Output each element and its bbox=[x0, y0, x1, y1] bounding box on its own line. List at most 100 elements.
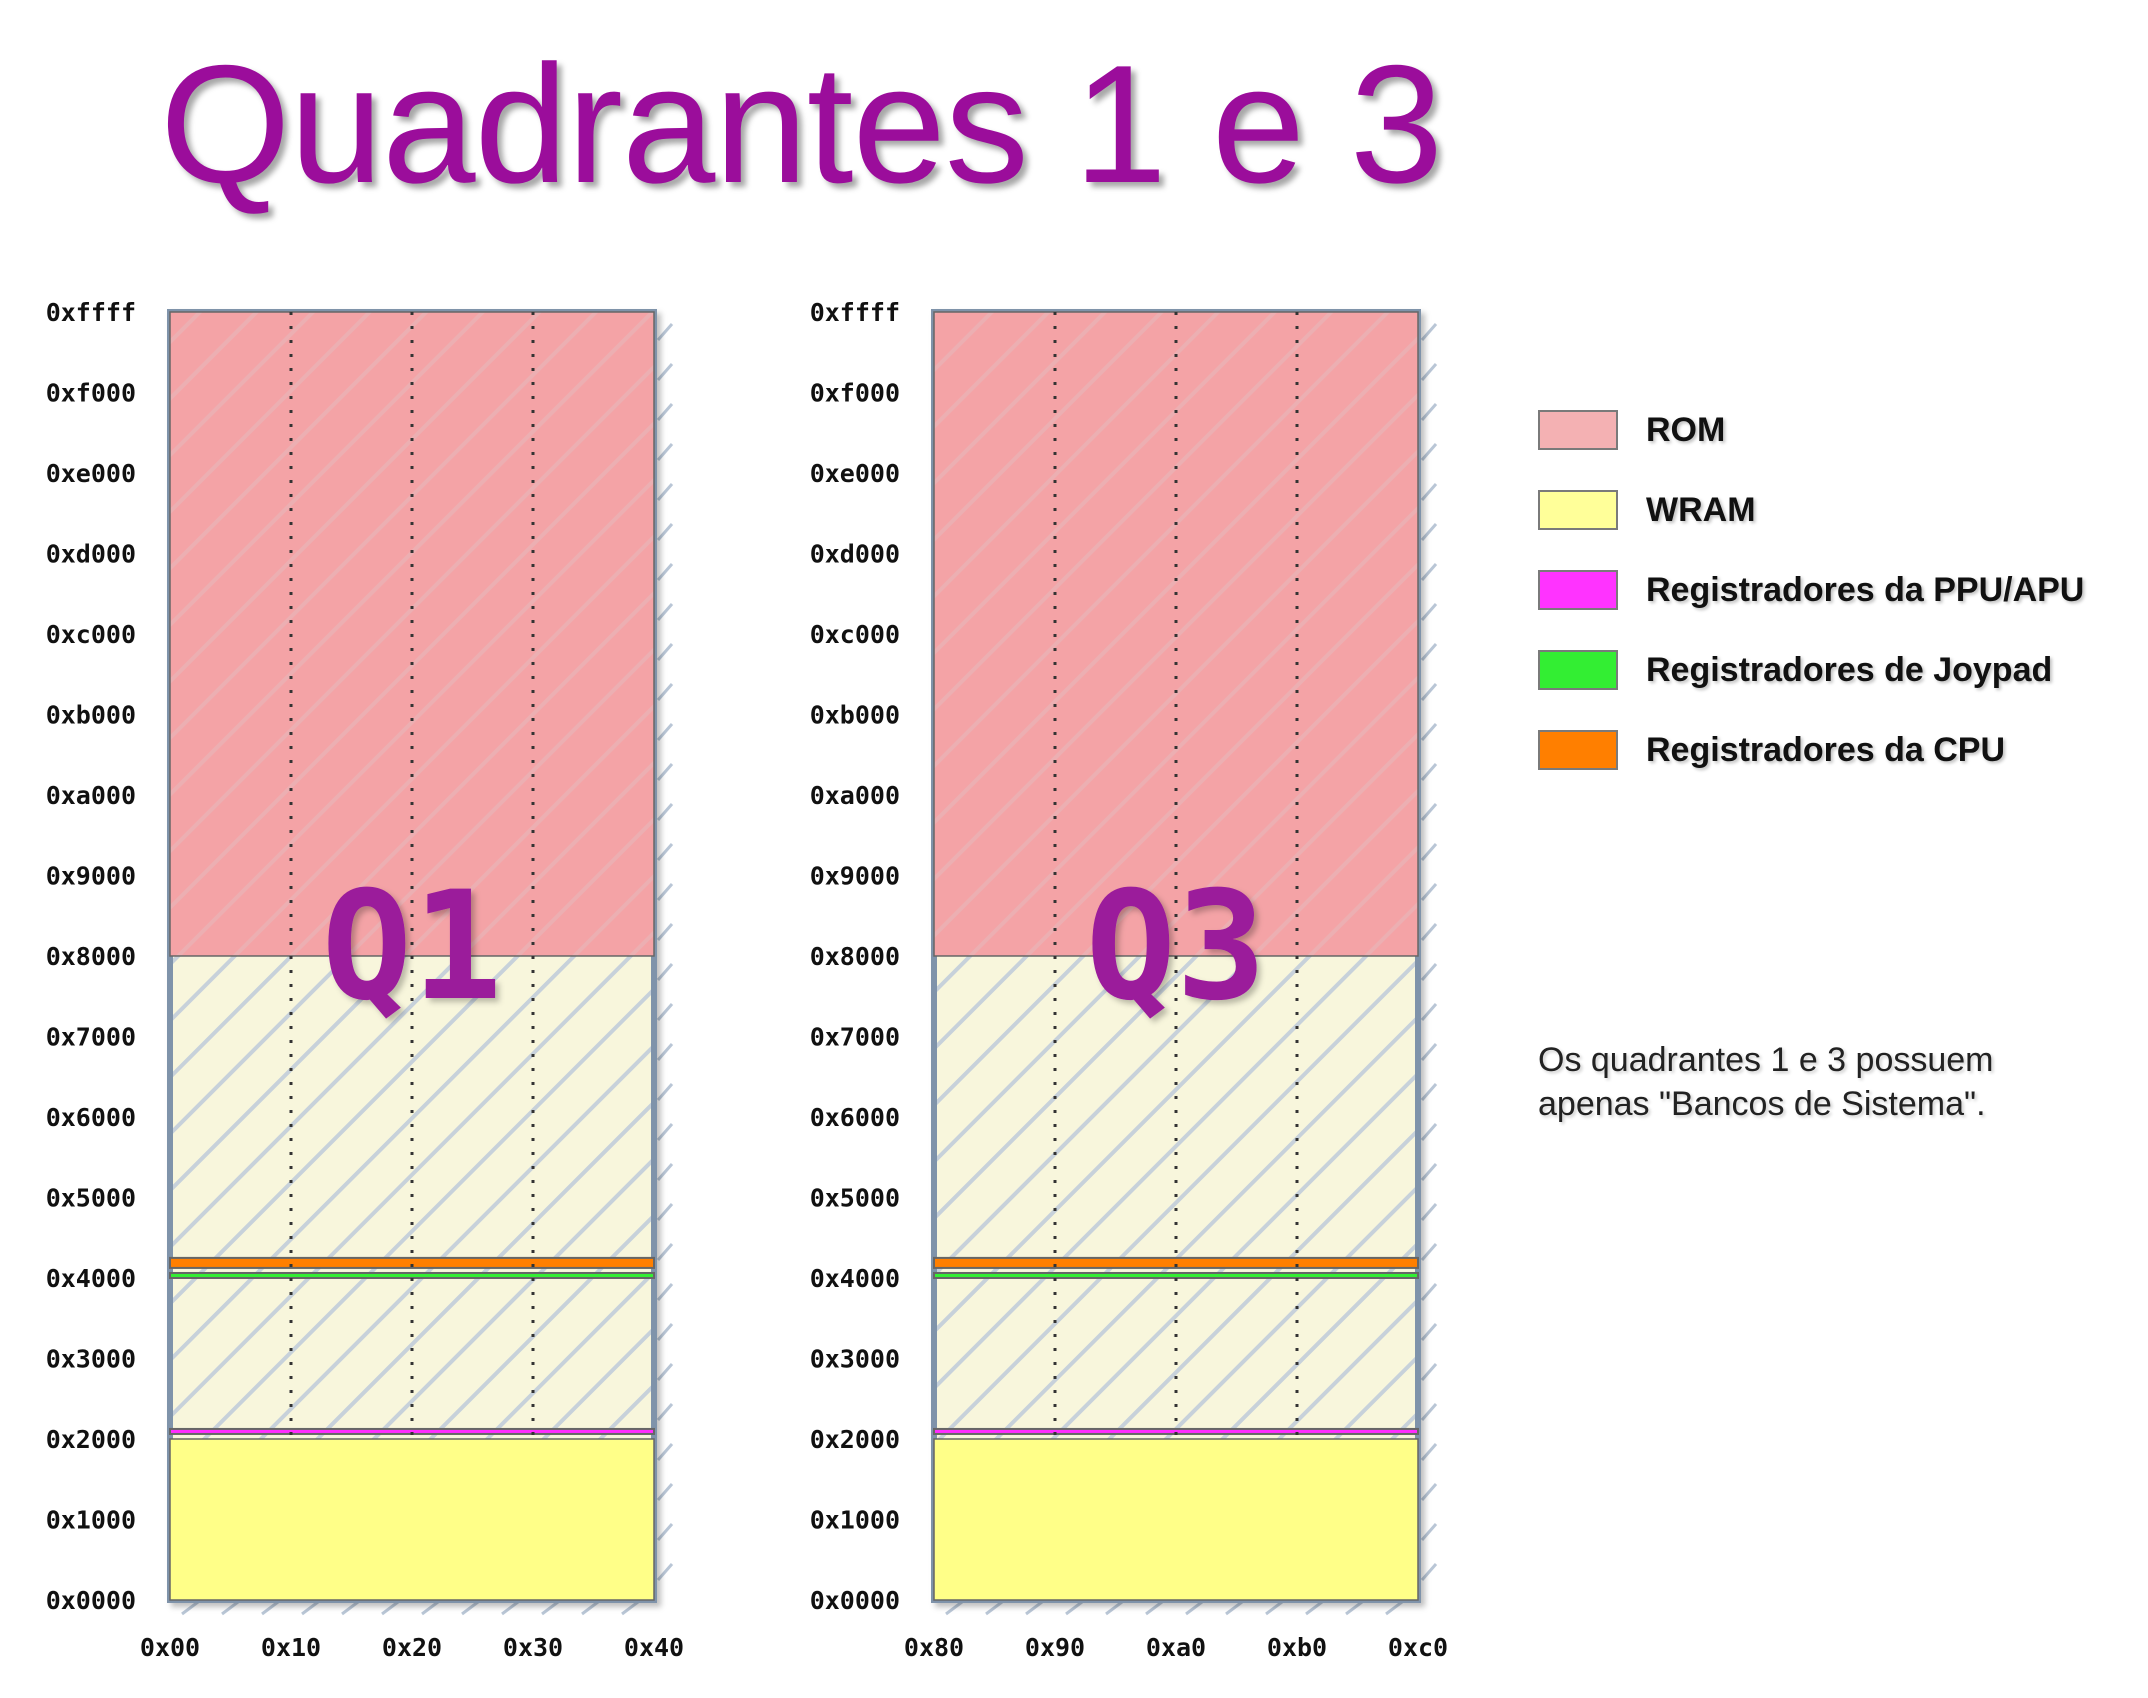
edge-tick bbox=[1420, 963, 1438, 981]
legend-swatch-rom bbox=[1538, 410, 1618, 450]
edge-tick bbox=[656, 1243, 674, 1261]
bank-label: 0x80 bbox=[904, 1633, 964, 1662]
address-label: 0xf000 bbox=[810, 378, 900, 407]
bank-label: 0xb0 bbox=[1267, 1633, 1327, 1662]
legend-label: Registradores de Joypad bbox=[1646, 650, 2053, 689]
edge-tick bbox=[656, 643, 674, 661]
edge-tick bbox=[261, 1600, 279, 1616]
address-label: 0xf000 bbox=[46, 378, 136, 407]
address-label: 0x2000 bbox=[46, 1425, 136, 1454]
edge-tick bbox=[1420, 1003, 1438, 1021]
edge-tick bbox=[1420, 883, 1438, 901]
edge-tick bbox=[656, 1483, 674, 1501]
edge-tick bbox=[1420, 643, 1438, 661]
address-label: 0xc000 bbox=[810, 620, 900, 649]
address-label: 0x7000 bbox=[810, 1022, 900, 1051]
edge-tick bbox=[656, 1203, 674, 1221]
edge-tick bbox=[656, 763, 674, 781]
bank-label: 0x90 bbox=[1025, 1633, 1085, 1662]
edge-tick bbox=[1105, 1600, 1123, 1616]
legend-item-wram: WRAM bbox=[1538, 470, 2084, 550]
address-label: 0xb000 bbox=[810, 700, 900, 729]
edge-tick bbox=[656, 1563, 674, 1581]
address-label: 0xffff bbox=[810, 298, 900, 327]
edge-tick bbox=[1025, 1600, 1043, 1616]
edge-tick bbox=[656, 563, 674, 581]
edge-tick bbox=[1420, 1483, 1438, 1501]
edge-tick bbox=[1420, 1163, 1438, 1181]
edge-tick bbox=[1420, 563, 1438, 581]
edge-tick bbox=[1420, 523, 1438, 541]
edge-tick bbox=[1420, 1043, 1438, 1061]
edge-tick bbox=[656, 883, 674, 901]
edge-tick bbox=[1420, 723, 1438, 741]
edge-tick bbox=[656, 1443, 674, 1461]
edge-tick bbox=[461, 1600, 479, 1616]
address-label: 0x1000 bbox=[46, 1505, 136, 1534]
bank-label: 0x20 bbox=[382, 1633, 442, 1662]
region-registradores-de-joypad bbox=[933, 1271, 1419, 1279]
edge-tick bbox=[656, 1403, 674, 1421]
edge-tick bbox=[581, 1600, 599, 1616]
edge-tick bbox=[945, 1600, 963, 1616]
edge-tick bbox=[656, 403, 674, 421]
address-label: 0xb000 bbox=[46, 700, 136, 729]
edge-tick bbox=[221, 1600, 239, 1616]
address-label: 0x9000 bbox=[810, 861, 900, 890]
edge-tick bbox=[1225, 1600, 1243, 1616]
edge-tick bbox=[1420, 843, 1438, 861]
bank-label: 0x00 bbox=[140, 1633, 200, 1662]
edge-tick bbox=[181, 1600, 199, 1616]
address-label: 0x5000 bbox=[46, 1183, 136, 1212]
address-label: 0x0000 bbox=[46, 1586, 136, 1615]
region-registradores-de-joypad bbox=[169, 1271, 655, 1279]
memory-map-q3: 0xffff 0xf000 0xe000 0xd000 0xc000 0xb000 0xa0… bbox=[810, 298, 1448, 1662]
address-label: 0x2000 bbox=[810, 1425, 900, 1454]
legend: ROM WRAM Registradores da PPU/APU Regist… bbox=[1538, 390, 2084, 790]
address-label: 0x8000 bbox=[810, 942, 900, 971]
address-label: 0xd000 bbox=[810, 539, 900, 568]
edge-tick bbox=[656, 1363, 674, 1381]
edge-tick bbox=[1420, 763, 1438, 781]
edge-tick bbox=[541, 1600, 559, 1616]
edge-tick bbox=[656, 443, 674, 461]
region-registradores-da-cpu bbox=[933, 1256, 1419, 1269]
edge-tick bbox=[621, 1600, 639, 1616]
address-label: 0x1000 bbox=[810, 1505, 900, 1534]
region-rom bbox=[933, 311, 1419, 957]
edge-tick bbox=[1420, 603, 1438, 621]
edge-tick bbox=[501, 1600, 519, 1616]
edge-tick bbox=[1385, 1600, 1403, 1616]
edge-tick bbox=[656, 683, 674, 701]
edge-tick bbox=[1420, 1203, 1438, 1221]
bank-label: 0x10 bbox=[261, 1633, 321, 1662]
region-wram-low bbox=[169, 1438, 655, 1601]
edge-tick bbox=[985, 1600, 1003, 1616]
edge-tick bbox=[1420, 363, 1438, 381]
address-label: 0xe000 bbox=[46, 459, 136, 488]
edge-tick bbox=[1145, 1600, 1163, 1616]
legend-swatch-cpu bbox=[1538, 730, 1618, 770]
region-registradores-da-cpu bbox=[169, 1256, 655, 1269]
edge-tick bbox=[1420, 923, 1438, 941]
bank-label: 0x40 bbox=[624, 1633, 684, 1662]
edge-tick bbox=[1420, 483, 1438, 501]
edge-tick bbox=[1265, 1600, 1283, 1616]
edge-tick bbox=[656, 843, 674, 861]
legend-label: WRAM bbox=[1646, 490, 1756, 529]
page-title: Quadrantes 1 e 3 bbox=[160, 30, 1443, 218]
edge-tick bbox=[1420, 683, 1438, 701]
address-label: 0xa000 bbox=[46, 781, 136, 810]
edge-tick bbox=[1420, 403, 1438, 421]
address-label: 0x4000 bbox=[810, 1264, 900, 1293]
edge-tick bbox=[656, 1083, 674, 1101]
legend-swatch-wram bbox=[1538, 490, 1618, 530]
edge-tick bbox=[656, 1283, 674, 1301]
edge-tick bbox=[301, 1600, 319, 1616]
address-label: 0xa000 bbox=[810, 781, 900, 810]
legend-item-joypad: Registradores de Joypad bbox=[1538, 630, 2084, 710]
address-label: 0x5000 bbox=[810, 1183, 900, 1212]
edge-tick bbox=[1420, 1243, 1438, 1261]
legend-item-rom: ROM bbox=[1538, 390, 2084, 470]
edge-tick bbox=[1420, 1403, 1438, 1421]
